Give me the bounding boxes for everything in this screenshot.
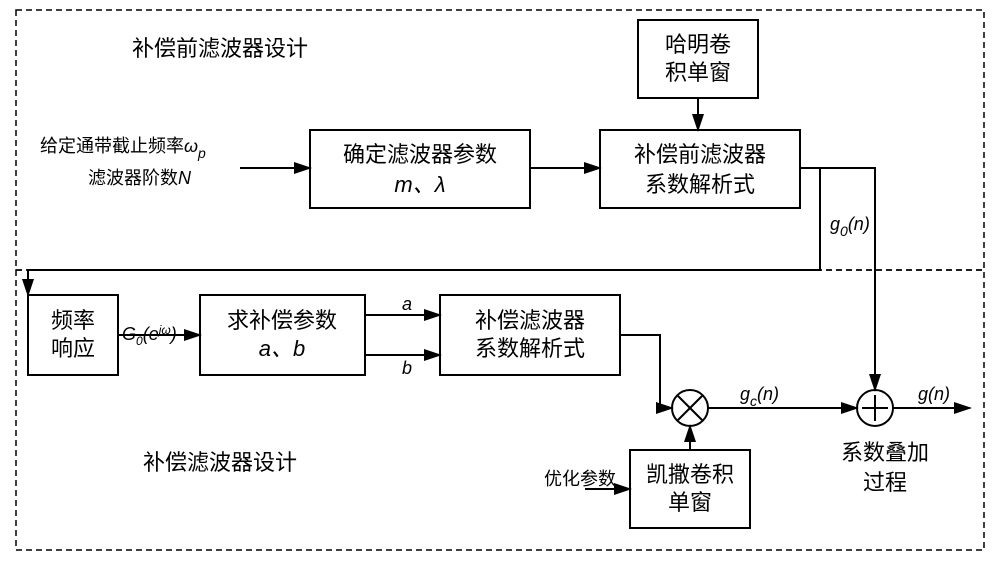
region-bottom-title: 补偿滤波器设计 [143,450,297,475]
box-comp-filter [440,295,620,375]
box-hamming-l2: 积单窗 [665,60,731,85]
input-opt-param: 优化参数 [544,469,616,489]
box-precomp-filter-l2: 系数解析式 [645,172,755,197]
box-freq-response [28,295,118,375]
box-filter-params-l1: 确定滤波器参数 [343,142,497,167]
label-g0: g0(n) [830,214,870,239]
box-comp-filter-l2: 系数解析式 [475,336,585,361]
box-filter-params-l2: m、λ [394,172,445,197]
sum-node [857,390,893,426]
box-freq-response-l2: 响应 [51,336,95,361]
label-b: b [402,358,412,378]
poly-compfilt-mult [620,335,672,408]
box-comp-filter-l1: 补偿滤波器 [475,308,585,333]
box-ab-params-l2: a、b [259,336,305,361]
sum-label-l1: 系数叠加 [841,440,929,465]
label-gn: g(n) [918,384,950,404]
poly-precomp-sum [820,168,875,390]
box-kaiser-l1: 凯撒卷积 [646,462,734,487]
box-hamming-l1: 哈明卷 [665,32,731,57]
mult-node [672,390,708,426]
input-omega-label: 给定通带截止频率ωp [40,136,206,161]
label-gc: gc(n) [740,384,779,409]
box-kaiser-l2: 单窗 [668,490,712,515]
input-order-label: 滤波器阶数N [88,168,192,188]
sum-label-l2: 过程 [863,470,907,495]
box-ab-params-l1: 求补偿参数 [227,308,337,333]
box-precomp-filter-l1: 补偿前滤波器 [634,142,766,167]
box-ab-params [200,295,365,375]
label-a: a [402,294,412,314]
label-G0: G0(ejω) [122,323,177,348]
box-freq-response-l1: 频率 [51,308,95,333]
region-top-title: 补偿前滤波器设计 [132,36,308,61]
